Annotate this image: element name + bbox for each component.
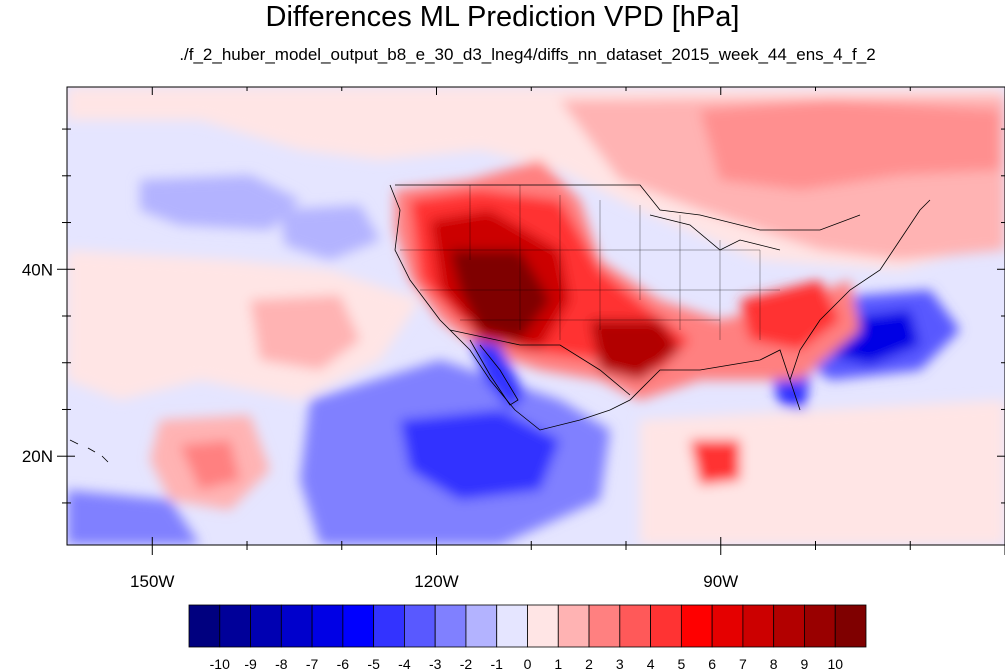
colorbar-box	[311, 604, 344, 648]
field-west-pacific-negative	[140, 175, 300, 230]
field-west-core-2	[450, 250, 550, 340]
colorbar-label: -6	[337, 656, 350, 672]
field-pacific-negative-2	[280, 205, 380, 260]
y-tick-label: 40N	[22, 260, 53, 279]
field-mexico-pacific-core	[400, 410, 560, 500]
colorbar-label: -8	[275, 656, 288, 672]
colorbar-label: 2	[585, 656, 593, 672]
colorbar-box	[711, 604, 744, 648]
colorbar-box	[742, 604, 775, 648]
colorbar-label: 1	[554, 656, 562, 672]
colorbar-label: -3	[429, 656, 442, 672]
colorbar-box	[465, 604, 498, 648]
colorbar-box	[527, 604, 559, 648]
state-borders	[400, 185, 780, 340]
colorbar-label: 9	[801, 656, 809, 672]
field-northeast-positive-2	[700, 100, 1000, 190]
y-axis-ticks: 40N 20N	[22, 128, 1005, 504]
colorbar-label: 4	[647, 656, 655, 672]
great-lakes	[649, 214, 781, 251]
x-tick-label: 120W	[414, 572, 458, 591]
baja-california	[469, 339, 519, 406]
field-pacific-positive	[67, 250, 420, 400]
x-tick-label: 90W	[703, 572, 738, 591]
us-canada-border	[395, 184, 861, 231]
vpd-difference-map: 150W 120W 90W 40N 20N	[22, 86, 1005, 591]
colorbar-label: -2	[460, 656, 473, 672]
colorbar-label: -1	[491, 656, 504, 672]
field-southwest-pacific-negative	[67, 490, 200, 545]
field-baja-negative	[470, 340, 525, 410]
colorbar-box	[804, 604, 836, 648]
colorbar-box	[619, 604, 651, 648]
colorbar-box	[496, 604, 528, 648]
colorbar-label: 8	[770, 656, 778, 672]
difference-field	[67, 87, 1005, 545]
colorbar-label: -4	[398, 656, 411, 672]
colorbar-box	[188, 604, 221, 648]
colorbar-box	[280, 604, 313, 648]
colorbar-boxes	[188, 604, 867, 648]
colorbar-label: 5	[677, 656, 685, 672]
colorbar-label: 6	[708, 656, 716, 672]
colorbar-box	[250, 604, 282, 648]
colorbar-box	[373, 604, 405, 648]
colorbar-box	[680, 604, 713, 648]
colorbar-box	[588, 604, 621, 648]
north-america-coast	[389, 184, 931, 431]
field-caribbean-spot	[690, 440, 740, 485]
colorbar-box	[834, 604, 867, 648]
y-tick-label: 20N	[22, 447, 53, 466]
field-southeast-positive	[740, 280, 840, 350]
colorbar-labels: -10 -9 -8 -7 -6 -5 -4 -3 -2 -1 0 1 2 3 4 5 6 7 8 9 10	[210, 656, 844, 672]
coastlines	[69, 184, 931, 463]
x-tick-label: 150W	[130, 572, 174, 591]
colorbar-label: 7	[739, 656, 747, 672]
colorbar-label: 0	[524, 656, 532, 672]
colorbar-label: -9	[244, 656, 257, 672]
field-atlantic-south-positive	[640, 400, 1005, 545]
colorbar-box	[773, 604, 805, 648]
colorbar-box	[434, 604, 467, 648]
field-texas-core	[590, 320, 680, 380]
us-mexico-border	[449, 329, 631, 396]
colorbar-label: -10	[210, 656, 230, 672]
colorbar-label: 10	[827, 656, 843, 672]
plot-title: Differences ML Prediction VPD [hPa]	[265, 1, 740, 33]
hawaii-islands	[69, 439, 109, 463]
colorbar-box	[557, 604, 590, 648]
colorbar: -10 -9 -8 -7 -6 -5 -4 -3 -2 -1 0 1 2 3 4 5 6 7 8 9 10	[188, 604, 867, 672]
colorbar-box	[650, 604, 682, 648]
colorbar-label: 3	[616, 656, 624, 672]
colorbar-label: -5	[367, 656, 380, 672]
x-axis-ticks: 150W 120W 90W	[130, 87, 1005, 591]
colorbar-label: -7	[306, 656, 319, 672]
field-central-pacific-positive	[250, 295, 360, 370]
field-hawaii-core	[180, 440, 240, 490]
colorbar-box	[342, 604, 375, 648]
colorbar-box	[219, 604, 251, 648]
plot-subtitle: ./f_2_huber_model_output_b8_e_30_d3_lneg…	[179, 45, 876, 64]
colorbar-box	[404, 604, 436, 648]
